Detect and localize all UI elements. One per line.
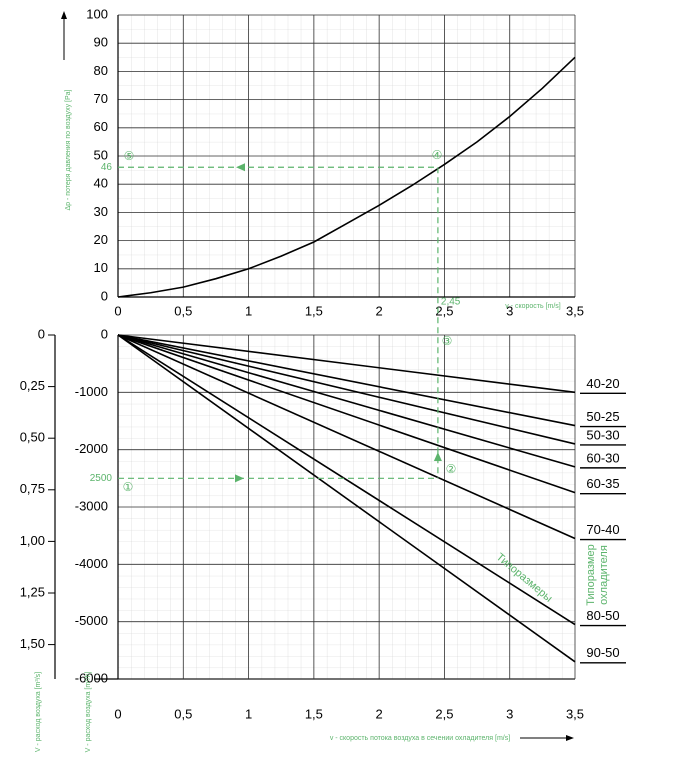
x-axis-title: v - скорость потока воздуха в сечении ох… xyxy=(330,735,510,742)
y-tick-label: -2000 xyxy=(75,441,108,456)
y2-axis-title: V - расход воздуха [m³/s] xyxy=(35,672,42,752)
y-tick-label: 70 xyxy=(94,91,108,106)
series-label: 60-35 xyxy=(586,476,619,491)
step-marker: ① xyxy=(123,480,134,494)
y-tick-label: 30 xyxy=(94,204,108,219)
y-tick-label: 80 xyxy=(94,63,108,78)
step-marker: ④ xyxy=(432,148,443,162)
x-tick-label: 3 xyxy=(506,303,513,318)
y-tick-label: 90 xyxy=(94,35,108,50)
x-tick-label: 2,5 xyxy=(435,706,453,721)
series-label: 40-20 xyxy=(586,376,619,391)
series-line xyxy=(117,334,576,626)
guide-arrow xyxy=(235,474,244,483)
step-marker: ⑤ xyxy=(124,149,135,163)
x-tick-label: 3,5 xyxy=(566,706,584,721)
x-tick-label: 3 xyxy=(506,706,513,721)
y-tick-label: -4000 xyxy=(75,556,108,571)
x-tick-label: 1,5 xyxy=(305,706,323,721)
y2-tick-label: 1,50 xyxy=(20,636,45,651)
series-label: 70-40 xyxy=(586,522,619,537)
legend-title: Типоразмер xyxy=(585,544,597,605)
series-line xyxy=(117,334,576,540)
series-line xyxy=(117,334,576,394)
y2-tick-label: 0,25 xyxy=(20,378,45,393)
x-tick-label: 0 xyxy=(114,706,121,721)
arrow-head xyxy=(61,11,67,19)
y-tick-label: -5000 xyxy=(75,613,108,628)
series-line xyxy=(117,334,576,427)
step-marker: ② xyxy=(446,462,457,476)
series-label: 60-30 xyxy=(586,450,619,465)
y2-tick-label: 1,25 xyxy=(20,584,45,599)
y-tick-label: 60 xyxy=(94,119,108,134)
series-label: 90-50 xyxy=(586,645,619,660)
y-tick-label: -1000 xyxy=(75,384,108,399)
x-tick-label: 1 xyxy=(245,706,252,721)
series-line xyxy=(117,56,576,298)
y-tick-label: 0 xyxy=(101,288,108,303)
x-tick-label: 0 xyxy=(114,303,121,318)
y-tick-label: 20 xyxy=(94,232,108,247)
y-axis-title: V - расход воздуха [m³/h] xyxy=(85,672,92,753)
x-tick-label: 2,5 xyxy=(435,303,453,318)
y-tick-label: 50 xyxy=(94,147,108,162)
x-tick-label: 0,5 xyxy=(174,303,192,318)
series-line xyxy=(117,334,576,468)
x-tick-label: 2 xyxy=(376,303,383,318)
guide-label: 2,45 xyxy=(441,297,461,308)
y2-tick-label: 1,00 xyxy=(20,533,45,548)
y-tick-label: 0 xyxy=(101,326,108,341)
guide-label: 46 xyxy=(101,162,113,173)
series-line xyxy=(117,334,576,494)
series-label: 80-50 xyxy=(586,608,619,623)
y2-tick-label: 0,50 xyxy=(20,430,45,445)
guide-label: 2500 xyxy=(90,473,113,484)
y-tick-label: -3000 xyxy=(75,498,108,513)
series-line xyxy=(117,334,576,663)
y-tick-label: 100 xyxy=(86,6,108,21)
y-tick-label: -6000 xyxy=(75,670,108,685)
series-label: 50-30 xyxy=(586,427,619,442)
arrow-head xyxy=(566,735,574,741)
series-label: 50-25 xyxy=(586,409,619,424)
y-axis-title: Δp - потеря давления по воздуху [Pa] xyxy=(65,89,72,210)
x-tick-label: 0,5 xyxy=(174,706,192,721)
y-tick-label: 40 xyxy=(94,176,108,191)
guide-arrow xyxy=(236,163,245,172)
y2-tick-label: 0,75 xyxy=(20,481,45,496)
step-marker: ③ xyxy=(442,334,453,348)
legend-title: охладителя xyxy=(598,545,610,605)
x-axis-title: v - скорость [m/s] xyxy=(505,303,561,310)
y-tick-label: 10 xyxy=(94,260,108,275)
guide-arrow xyxy=(433,452,442,461)
series-line xyxy=(117,334,576,445)
x-tick-label: 1,5 xyxy=(305,303,323,318)
x-tick-label: 2 xyxy=(376,706,383,721)
x-tick-label: 1 xyxy=(245,303,252,318)
y2-tick-label: 0 xyxy=(38,326,45,341)
x-tick-label: 3,5 xyxy=(566,303,584,318)
